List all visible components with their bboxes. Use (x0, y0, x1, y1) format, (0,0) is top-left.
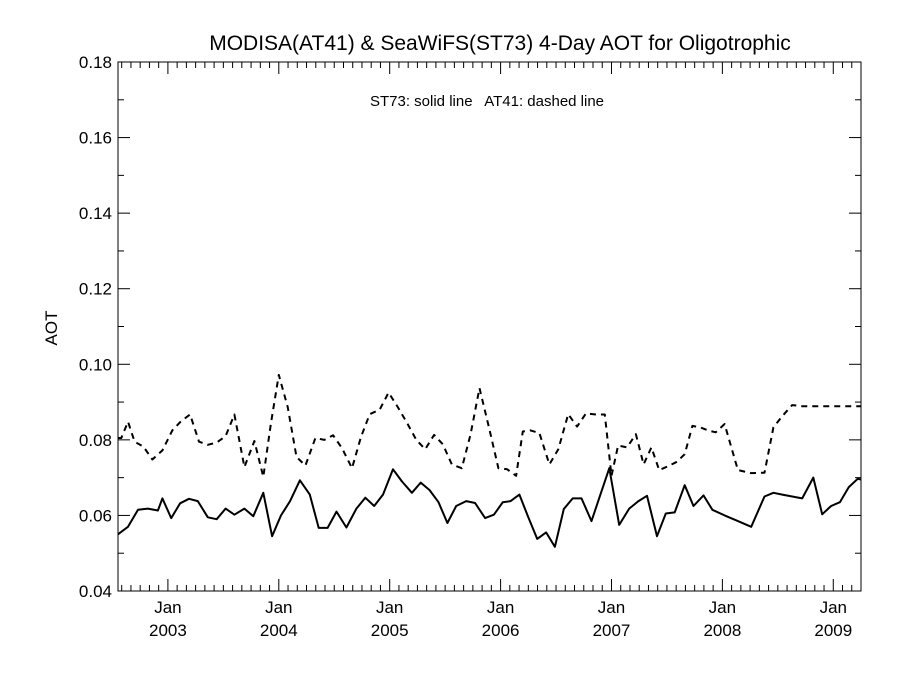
y-tick-label: 0.04 (79, 582, 112, 601)
x-tick-year-label: 2008 (703, 621, 741, 640)
x-tick-month-label: Jan (376, 598, 403, 617)
x-tick-month-label: Jan (265, 598, 292, 617)
x-tick-month-label: Jan (820, 598, 847, 617)
y-tick-label: 0.16 (79, 129, 112, 148)
x-ticks: Jan 2003 Jan 2004 Jan 2005 Jan 2006 Jan 2007 Jan 20… (121, 62, 862, 640)
x-tick-year-label: 2004 (260, 621, 298, 640)
series-line-at41 (118, 373, 861, 478)
chart-annotation: ST73: solid line AT41: dashed line (370, 93, 604, 110)
y-tick-label: 0.06 (79, 506, 112, 525)
y-tick-label: 0.08 (79, 431, 112, 450)
y-tick-label: 0.12 (79, 280, 112, 299)
chart-title: MODISA(AT41) & SeaWiFS(ST73) 4-Day AOT f… (209, 32, 791, 55)
y-axis-label: AOT (42, 311, 61, 346)
y-tick-label: 0.14 (79, 204, 112, 223)
x-tick-month-label: Jan (487, 598, 514, 617)
x-tick-month-label: Jan (709, 598, 736, 617)
y-ticks: 0.04 0.06 0.08 0.10 0.12 0.14 0.16 0.18 (79, 53, 861, 601)
x-tick-month-label: Jan (598, 598, 625, 617)
x-tick-year-label: 2007 (593, 621, 631, 640)
y-tick-label: 0.18 (79, 53, 112, 72)
x-tick-month-label: Jan (154, 598, 181, 617)
series-line-st73 (117, 467, 862, 548)
x-tick-year-label: 2006 (482, 621, 520, 640)
x-tick-year-label: 2009 (814, 621, 852, 640)
x-tick-year-label: 2003 (149, 621, 187, 640)
series-layer (117, 373, 862, 548)
y-tick-label: 0.10 (79, 355, 112, 374)
x-tick-year-label: 2005 (371, 621, 409, 640)
